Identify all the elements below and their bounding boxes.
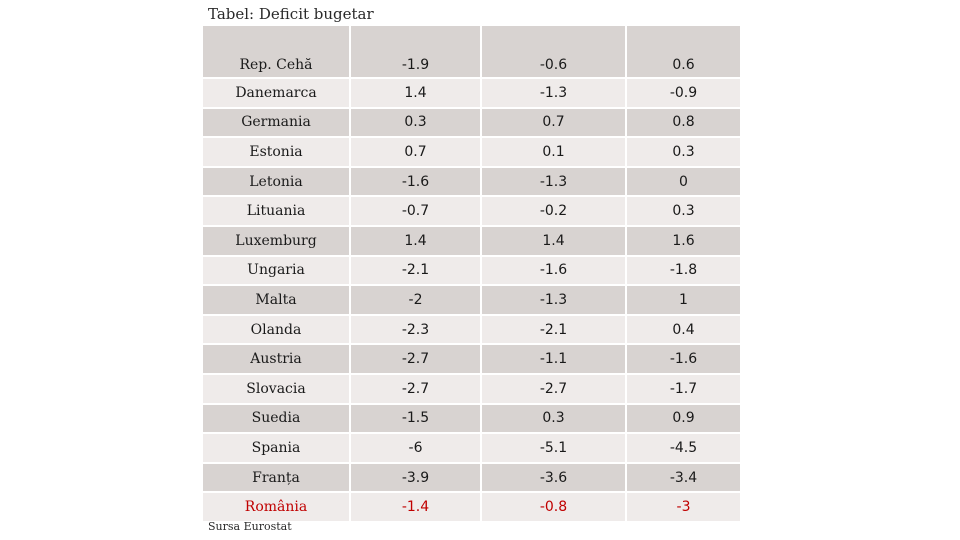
country-cell: Estonia <box>203 138 351 168</box>
value-cell-2014: -2.1 <box>351 256 482 287</box>
value-cell-2015: -1.3 <box>482 79 627 109</box>
country-cell: Ungaria <box>203 256 351 287</box>
value-cell-2016: 1.6 <box>627 226 742 257</box>
country-cell: Slovacia <box>203 374 351 405</box>
value-cell-2015: -2.7 <box>482 374 627 405</box>
country-cell: Germania <box>203 108 351 139</box>
value-cell-2016: 0 <box>627 167 742 198</box>
value-cell-2014: -3.9 <box>351 463 482 494</box>
table-row: Malta -2 -1.3 1 <box>203 286 742 316</box>
value-cell-2016: 1 <box>627 286 742 316</box>
value-cell-2015: -1.3 <box>482 167 627 198</box>
value-cell-2015: 1.4 <box>482 226 627 257</box>
value-cell-2014: -1.4 <box>351 493 482 523</box>
value-cell-2014: -1.6 <box>351 167 482 198</box>
table-row: Spania -6 -5.1 -4.5 <box>203 434 742 464</box>
value-cell-2014: -0.7 <box>351 197 482 227</box>
value-cell-2016: -1.6 <box>627 345 742 375</box>
value-cell-2014: -2.3 <box>351 315 482 346</box>
value-cell-2016: -0.9 <box>627 79 742 109</box>
country-cell: Suedia <box>203 404 351 435</box>
value-cell-2016: -1.7 <box>627 374 742 405</box>
source-note: Sursa Eurostat <box>208 520 292 533</box>
table-row: Estonia 0.7 0.1 0.3 <box>203 138 742 168</box>
country-cell: Rep. Cehă <box>203 26 351 79</box>
value-cell-2016: -3.4 <box>627 463 742 494</box>
value-cell-2015: -0.2 <box>482 197 627 227</box>
value-cell-2015: 0.1 <box>482 138 627 168</box>
value-cell-2016: -4.5 <box>627 434 742 464</box>
table-row: Germania 0.3 0.7 0.8 <box>203 108 742 139</box>
value-cell-2015: 0.3 <box>482 404 627 435</box>
value-cell-2015: -5.1 <box>482 434 627 464</box>
country-cell: Austria <box>203 345 351 375</box>
value-cell-2015: -2.1 <box>482 315 627 346</box>
table-row: Rep. Cehă -1.9 -0.6 0.6 <box>203 26 742 79</box>
country-cell: Letonia <box>203 167 351 198</box>
country-cell: Franța <box>203 463 351 494</box>
table-row: Austria -2.7 -1.1 -1.6 <box>203 345 742 375</box>
value-cell-2014: -2.7 <box>351 345 482 375</box>
value-cell-2015: -0.6 <box>482 26 627 79</box>
table-title: Tabel: Deficit bugetar <box>208 5 374 23</box>
value-cell-2015: -0.8 <box>482 493 627 523</box>
table-row: Letonia -1.6 -1.3 0 <box>203 167 742 198</box>
value-cell-2015: -1.6 <box>482 256 627 287</box>
country-cell: Malta <box>203 286 351 316</box>
table-row: Olanda -2.3 -2.1 0.4 <box>203 315 742 346</box>
value-cell-2016: 0.6 <box>627 26 742 79</box>
table-row: Franța -3.9 -3.6 -3.4 <box>203 463 742 494</box>
value-cell-2014: -1.5 <box>351 404 482 435</box>
value-cell-2015: 0.7 <box>482 108 627 139</box>
country-cell: România <box>203 493 351 523</box>
country-cell: Luxemburg <box>203 226 351 257</box>
value-cell-2014: -6 <box>351 434 482 464</box>
deficit-table: Rep. Cehă -1.9 -0.6 0.6 Danemarca 1.4 -1.3 -0.9… <box>203 26 742 523</box>
table-row: Slovacia -2.7 -2.7 -1.7 <box>203 374 742 405</box>
value-cell-2015: -1.1 <box>482 345 627 375</box>
value-cell-2016: -3 <box>627 493 742 523</box>
value-cell-2016: 0.3 <box>627 138 742 168</box>
value-cell-2014: -1.9 <box>351 26 482 79</box>
country-cell: Lituania <box>203 197 351 227</box>
value-cell-2014: 0.7 <box>351 138 482 168</box>
value-cell-2014: -2.7 <box>351 374 482 405</box>
table-row: Ungaria -2.1 -1.6 -1.8 <box>203 256 742 287</box>
value-cell-2016: 0.3 <box>627 197 742 227</box>
country-cell: Olanda <box>203 315 351 346</box>
value-cell-2015: -3.6 <box>482 463 627 494</box>
value-cell-2016: 0.8 <box>627 108 742 139</box>
value-cell-2016: 0.4 <box>627 315 742 346</box>
table-row: Danemarca 1.4 -1.3 -0.9 <box>203 79 742 109</box>
value-cell-2014: 1.4 <box>351 79 482 109</box>
table-row: Suedia -1.5 0.3 0.9 <box>203 404 742 435</box>
table-row: Lituania -0.7 -0.2 0.3 <box>203 197 742 227</box>
value-cell-2015: -1.3 <box>482 286 627 316</box>
country-cell: Danemarca <box>203 79 351 109</box>
value-cell-2014: 1.4 <box>351 226 482 257</box>
value-cell-2014: -2 <box>351 286 482 316</box>
value-cell-2014: 0.3 <box>351 108 482 139</box>
table-row: Luxemburg 1.4 1.4 1.6 <box>203 226 742 257</box>
value-cell-2016: 0.9 <box>627 404 742 435</box>
value-cell-2016: -1.8 <box>627 256 742 287</box>
country-cell: Spania <box>203 434 351 464</box>
table-row: România -1.4 -0.8 -3 <box>203 493 742 523</box>
